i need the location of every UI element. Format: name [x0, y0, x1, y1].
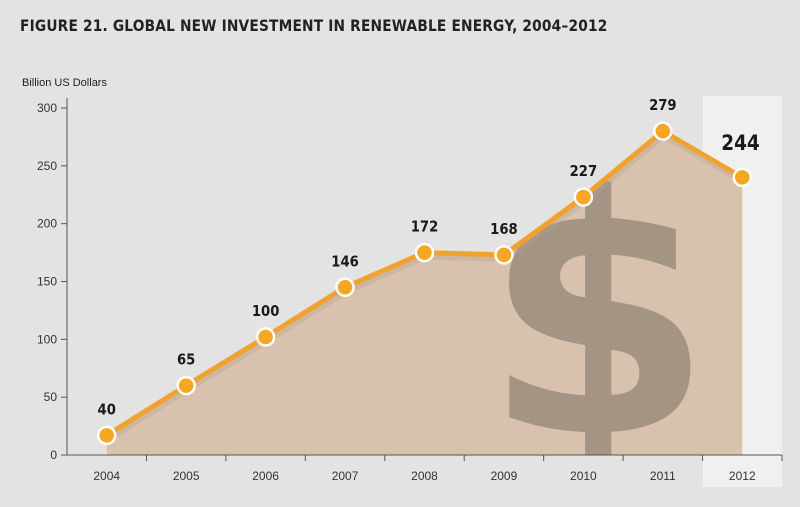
x-tick-label: 2005: [173, 469, 200, 483]
data-point: [176, 375, 196, 396]
y-tick-label: 100: [37, 332, 57, 346]
data-point: [494, 245, 514, 265]
x-tick-label: 2007: [332, 469, 359, 483]
data-point: [414, 242, 435, 263]
y-axis-title: Billion US Dollars: [22, 77, 107, 89]
data-label: 65: [177, 352, 195, 369]
y-tick-label: 0: [50, 448, 57, 462]
data-label: 146: [331, 254, 359, 271]
data-point: [255, 327, 276, 347]
y-tick-label: 300: [37, 101, 57, 115]
data-point: [653, 121, 673, 141]
x-tick-label: 2004: [93, 469, 120, 483]
x-tick-label: 2010: [570, 469, 597, 483]
data-label: 227: [570, 163, 598, 180]
data-point: [335, 277, 355, 298]
x-tick-label: 2006: [252, 469, 279, 483]
data-label: 168: [490, 221, 518, 238]
data-label: 40: [98, 402, 117, 419]
x-tick-label: 2008: [411, 469, 438, 483]
highlight-data-label: 244: [721, 131, 760, 155]
data-point: [96, 425, 117, 446]
data-point: [732, 167, 753, 188]
x-tick-label: 2009: [491, 469, 518, 483]
area-fill: [106, 131, 743, 455]
data-point: [573, 187, 594, 207]
x-tick-label: 2011: [650, 469, 676, 483]
y-tick-label: 50: [44, 390, 58, 404]
chart-title: FIGURE 21. GLOBAL NEW INVESTMENT IN RENE…: [20, 16, 608, 35]
y-tick-label: 200: [37, 217, 57, 231]
data-label: 100: [252, 303, 280, 320]
data-label: 172: [411, 219, 439, 236]
x-tick-label: 2012: [729, 469, 756, 483]
y-tick-label: 250: [37, 159, 57, 173]
data-label: 279: [649, 97, 677, 114]
y-tick-label: 150: [37, 275, 57, 289]
